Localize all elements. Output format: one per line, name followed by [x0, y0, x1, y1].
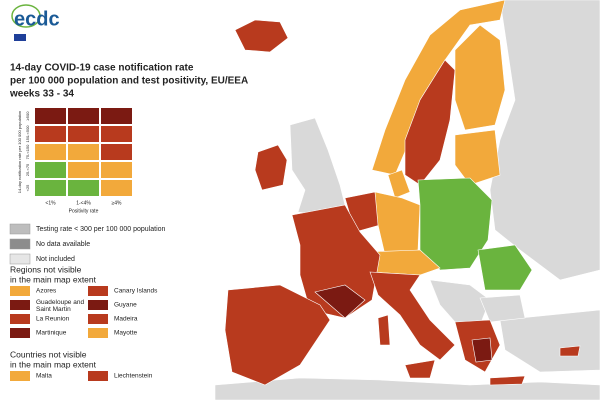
- matrix-cell: [35, 126, 66, 142]
- legend-swatch: [9, 223, 31, 235]
- legend-swatch: [9, 238, 31, 250]
- matrix-cell: [68, 144, 99, 160]
- matrix-cell: [35, 180, 66, 196]
- greek-islands: [471, 337, 493, 363]
- baltics: [454, 129, 501, 186]
- legend-swatch: [9, 253, 31, 265]
- iberia: [224, 284, 331, 386]
- legend-label: Liechtenstein: [114, 373, 153, 380]
- italy: [369, 271, 456, 361]
- legend-label: Not included: [36, 256, 75, 263]
- matrix-row-label: 75-<150: [25, 144, 30, 160]
- legend-label: Guyane: [114, 302, 137, 309]
- non-eu-land: [489, 0, 600, 281]
- matrix-col-label: 1-<4%: [76, 200, 91, 206]
- section-heading: Regions not visible: [10, 264, 82, 274]
- central-europe: [417, 177, 493, 271]
- cyprus: [559, 345, 581, 357]
- matrix-cell: [68, 108, 99, 124]
- matrix-cell: [35, 144, 66, 160]
- logo-globe: [11, 4, 41, 28]
- legend-label: No data available: [36, 241, 90, 248]
- germany: [374, 191, 421, 256]
- legend-label: Martinique: [36, 330, 67, 337]
- matrix-cell: [68, 162, 99, 178]
- matrix-cell: [35, 162, 66, 178]
- section-heading: in the main map extent: [10, 274, 97, 284]
- legend-swatch: [10, 300, 30, 310]
- romania: [477, 244, 533, 291]
- non-eu-land: [429, 279, 491, 326]
- legend-label: Testing rate < 300 per 100 000 populatio…: [36, 226, 166, 233]
- ireland: [254, 144, 288, 191]
- section-heading: in the main map extent: [10, 359, 97, 369]
- matrix-col-label: ≥4%: [112, 200, 123, 206]
- sicily: [404, 359, 436, 379]
- matrix-cell: [101, 162, 132, 178]
- non-eu-land: [289, 117, 346, 216]
- south-france: [314, 284, 366, 319]
- legend-swatch: [88, 328, 108, 338]
- legend-swatch: [88, 286, 108, 296]
- legend-label: Azores: [36, 288, 57, 295]
- non-eu-land: [214, 377, 600, 400]
- legend-swatch: [10, 371, 30, 381]
- legend-swatch: [88, 371, 108, 381]
- legend-label: Madeira: [114, 316, 138, 323]
- iceland: [234, 19, 289, 53]
- legend-panel: ecdc 14-day COVID-19 case notification r…: [9, 4, 248, 381]
- sardinia: [377, 314, 391, 346]
- matrix-cell: [101, 126, 132, 142]
- france: [291, 204, 381, 319]
- legend-label: La Reunion: [36, 316, 70, 323]
- sweden: [404, 59, 456, 186]
- matrix-cell: [35, 108, 66, 124]
- section-heading: Countries not visible: [10, 349, 87, 359]
- matrix-row-label: 25-<75: [25, 163, 30, 176]
- matrix-row-label: ≥500: [25, 111, 30, 121]
- legend-label: Mayotte: [114, 330, 138, 337]
- matrix-cell: [101, 108, 132, 124]
- eu-flag: [14, 34, 26, 41]
- matrix-x-label: Positivity rate: [69, 208, 99, 214]
- crete: [489, 375, 526, 386]
- legend-label: Malta: [36, 373, 52, 380]
- matrix-cell: [101, 180, 132, 196]
- logo: ecdc: [14, 8, 60, 30]
- matrix-cell: [68, 180, 99, 196]
- legend-swatch: [10, 314, 30, 324]
- matrix-row-label: <25: [25, 184, 30, 192]
- title: weeks 33 - 34: [9, 89, 74, 100]
- legend-swatch: [88, 314, 108, 324]
- legend-swatch: [88, 300, 108, 310]
- legend-swatch: [10, 286, 30, 296]
- matrix-row-label: 150-<500: [25, 125, 30, 143]
- legend-swatch: [10, 328, 30, 338]
- legend-label: Canary Islands: [114, 288, 158, 295]
- finland: [454, 24, 506, 131]
- matrix-col-label: <1%: [45, 200, 56, 206]
- matrix-y-label: 14-day notification rate per 100 000 pop…: [17, 111, 22, 194]
- map: [214, 0, 600, 400]
- denmark: [387, 169, 411, 199]
- title: per 100 000 population and test positivi…: [10, 76, 248, 87]
- non-eu-land: [499, 309, 600, 373]
- title: 14-day COVID-19 case notification rate: [10, 63, 194, 74]
- non-eu-land: [479, 294, 526, 323]
- matrix-cell: [101, 144, 132, 160]
- matrix-cell: [68, 126, 99, 142]
- legend-label: Guadeloupe and Saint Martin: [36, 299, 84, 313]
